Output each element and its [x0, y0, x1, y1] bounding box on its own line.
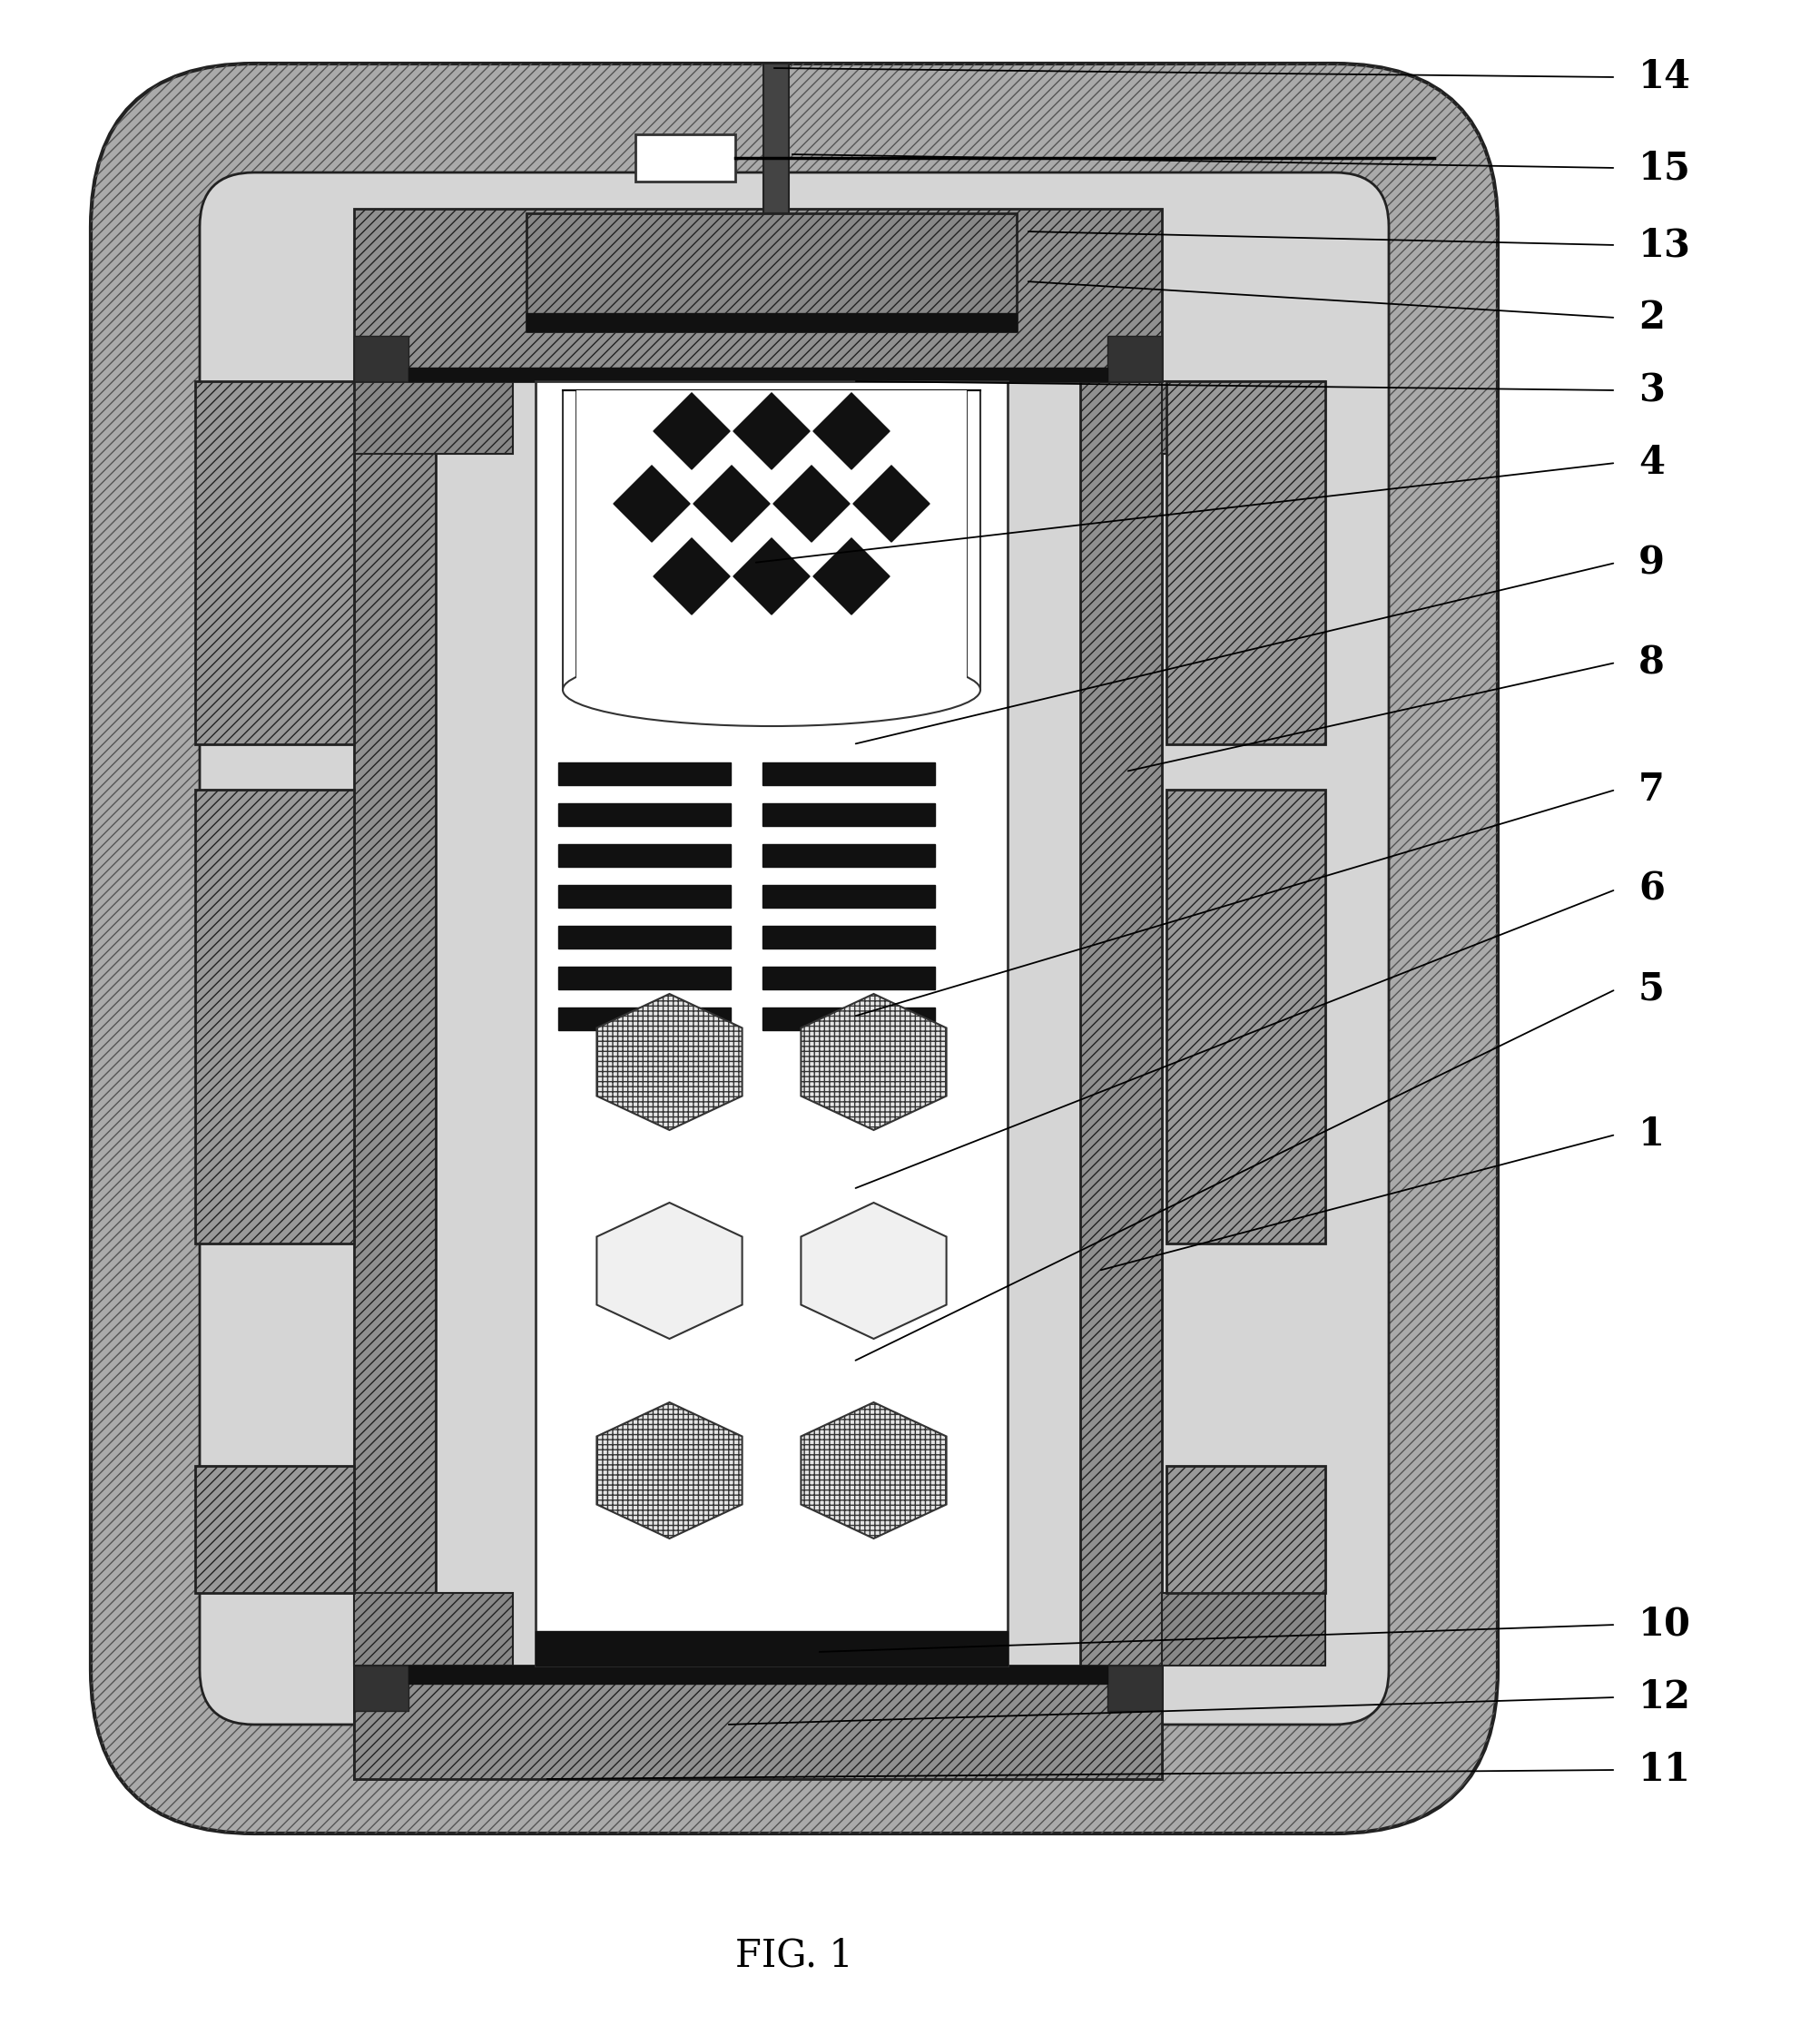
Bar — [559, 804, 730, 826]
Text: 4: 4 — [1638, 443, 1663, 482]
Bar — [1161, 381, 1325, 454]
Text: 3: 3 — [1638, 371, 1663, 409]
Bar — [763, 63, 788, 213]
Bar — [763, 925, 934, 948]
Bar — [353, 1667, 1161, 1780]
Polygon shape — [774, 466, 850, 543]
Bar — [1167, 790, 1325, 1243]
Bar — [562, 391, 577, 691]
Polygon shape — [814, 539, 890, 614]
Polygon shape — [801, 994, 946, 1130]
Bar — [559, 1008, 730, 1031]
Polygon shape — [814, 393, 890, 470]
Bar — [559, 844, 730, 867]
Polygon shape — [597, 994, 743, 1130]
FancyBboxPatch shape — [200, 172, 1389, 1725]
Bar — [195, 790, 353, 1243]
Polygon shape — [613, 466, 690, 543]
Bar — [559, 966, 730, 990]
Bar — [763, 763, 934, 786]
Bar — [353, 1667, 408, 1711]
Polygon shape — [733, 393, 810, 470]
Text: FIG. 1: FIG. 1 — [735, 1938, 854, 1974]
Bar — [559, 925, 730, 948]
FancyBboxPatch shape — [91, 63, 1498, 1833]
Bar — [408, 369, 1107, 381]
Polygon shape — [854, 466, 928, 543]
Bar — [559, 763, 730, 786]
Bar — [353, 209, 1161, 381]
Text: 7: 7 — [1638, 772, 1663, 808]
Bar — [1167, 1466, 1325, 1594]
Bar — [635, 134, 735, 182]
Bar — [526, 314, 1016, 332]
Bar — [353, 1594, 513, 1667]
Text: 2: 2 — [1638, 298, 1663, 336]
Text: 9: 9 — [1638, 543, 1663, 581]
Bar — [763, 804, 934, 826]
Polygon shape — [653, 393, 730, 470]
Bar — [559, 885, 730, 907]
Bar — [763, 844, 934, 867]
Bar — [1107, 336, 1161, 381]
Bar — [526, 213, 1016, 332]
Text: 15: 15 — [1638, 150, 1691, 186]
Bar — [195, 1466, 353, 1594]
Ellipse shape — [562, 654, 979, 727]
Polygon shape — [653, 539, 730, 614]
Bar — [1167, 381, 1325, 745]
Bar — [408, 1667, 1107, 1683]
Polygon shape — [597, 1203, 743, 1339]
Polygon shape — [733, 539, 810, 614]
Text: 10: 10 — [1638, 1606, 1691, 1644]
Polygon shape — [693, 466, 770, 543]
Polygon shape — [801, 1203, 946, 1339]
Bar — [353, 336, 408, 381]
Polygon shape — [597, 1403, 743, 1539]
Bar — [763, 1008, 934, 1031]
Text: 8: 8 — [1638, 644, 1663, 682]
Bar — [763, 966, 934, 990]
Polygon shape — [801, 1403, 946, 1539]
Bar — [763, 885, 934, 907]
Text: 6: 6 — [1638, 871, 1663, 909]
Text: 5: 5 — [1638, 970, 1663, 1008]
Text: 11: 11 — [1638, 1752, 1691, 1788]
Bar — [535, 381, 1006, 1667]
Bar — [966, 391, 979, 691]
Bar — [1107, 1667, 1161, 1711]
Bar — [353, 381, 435, 1780]
Text: 13: 13 — [1638, 227, 1691, 263]
Text: 14: 14 — [1638, 59, 1691, 97]
Bar — [577, 391, 966, 691]
Text: 12: 12 — [1638, 1679, 1691, 1717]
Bar — [535, 1630, 1006, 1667]
Text: 1: 1 — [1638, 1116, 1663, 1154]
Bar — [1161, 1594, 1325, 1667]
Bar — [353, 381, 513, 454]
Bar — [1079, 381, 1161, 1780]
Bar — [195, 381, 353, 745]
